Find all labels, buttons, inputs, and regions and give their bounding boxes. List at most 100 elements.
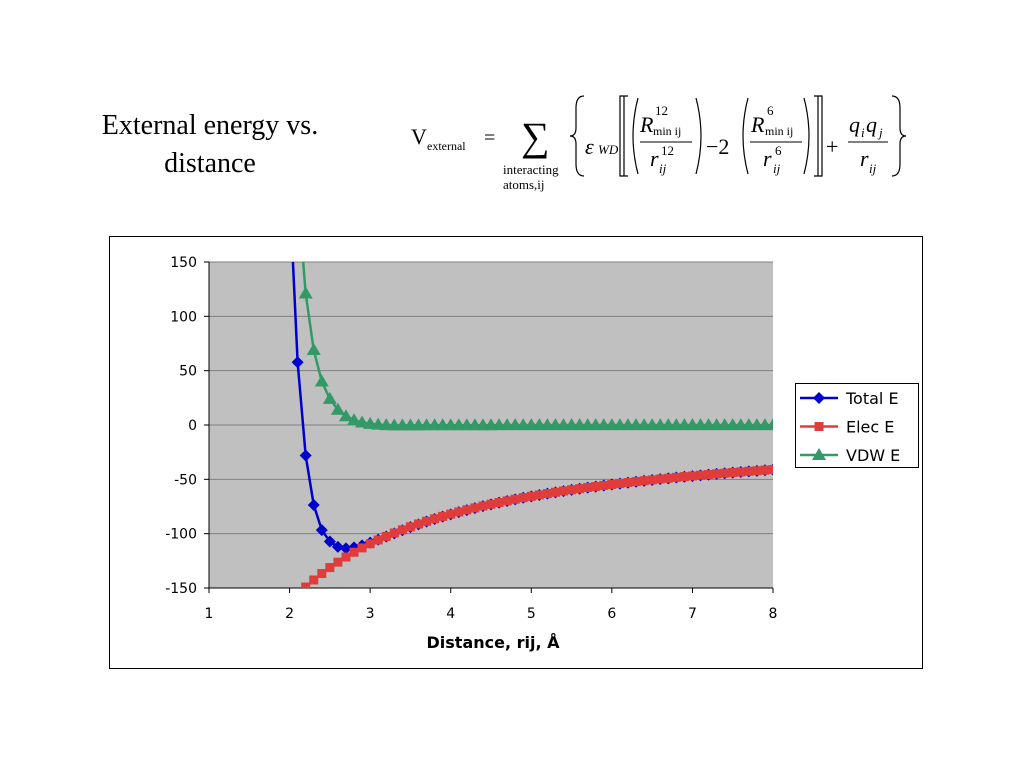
formula-text: min ij — [765, 124, 793, 138]
bracket — [814, 95, 823, 177]
marker — [744, 466, 754, 476]
marker — [299, 449, 312, 462]
marker — [422, 516, 432, 526]
marker — [381, 531, 391, 541]
marker — [559, 486, 569, 496]
marker — [322, 391, 337, 404]
marker — [349, 547, 359, 557]
formula-text: external — [427, 139, 466, 153]
y-tick-label: 150 — [170, 255, 197, 271]
paren — [695, 97, 702, 175]
formula-text: 6 — [775, 143, 782, 158]
marker — [760, 465, 770, 475]
x-axis-title: Distance, rij, Å — [427, 633, 561, 652]
marker — [355, 415, 370, 428]
marker — [655, 474, 665, 484]
marker — [486, 499, 496, 509]
marker — [478, 501, 488, 511]
formula-text: V — [411, 124, 427, 149]
marker — [314, 374, 329, 387]
formula-text: R — [750, 112, 765, 137]
x-tick-label: 7 — [688, 606, 697, 622]
x-tick-label: 6 — [607, 606, 616, 622]
marker — [663, 473, 673, 483]
marker — [284, 184, 296, 196]
marker — [413, 519, 423, 529]
marker — [331, 540, 344, 553]
marker — [607, 479, 617, 489]
marker — [720, 468, 730, 478]
formula-text: 12 — [655, 103, 668, 118]
marker — [446, 509, 456, 519]
marker — [591, 482, 601, 492]
legend-label: Elec E — [846, 418, 894, 437]
formula-text: interacting — [503, 162, 559, 177]
paren — [742, 97, 749, 175]
formula-text: R — [639, 112, 654, 137]
marker — [575, 484, 585, 494]
marker — [291, 185, 305, 197]
y-tick-label: 50 — [179, 364, 197, 380]
marker — [704, 470, 714, 480]
marker — [338, 409, 353, 422]
marker — [494, 497, 504, 507]
formula-text: 6 — [767, 103, 774, 118]
marker — [510, 494, 520, 504]
y-tick-label: -150 — [165, 581, 197, 597]
y-tick-label: 100 — [170, 309, 197, 325]
marker — [339, 542, 352, 555]
paren — [632, 97, 639, 175]
marker — [518, 493, 528, 503]
marker — [752, 466, 762, 476]
marker — [647, 475, 657, 485]
marker — [307, 498, 320, 511]
marker — [430, 514, 440, 524]
marker — [768, 465, 773, 475]
formula: V external = ∑ interacting atoms,ij ε WD… — [411, 95, 907, 192]
marker — [631, 477, 641, 487]
marker — [347, 413, 362, 426]
marker — [301, 582, 311, 588]
marker — [599, 480, 609, 490]
formula-text: −2 — [706, 134, 729, 159]
paren — [803, 97, 810, 175]
marker — [315, 524, 328, 537]
marker — [679, 472, 689, 482]
formula-text: = — [484, 127, 495, 149]
marker — [583, 482, 593, 492]
formula-text: WD — [598, 142, 619, 157]
brace — [891, 95, 907, 177]
marker — [671, 472, 681, 482]
marker — [373, 535, 383, 545]
x-tick-label: 1 — [205, 606, 214, 622]
marker — [317, 569, 327, 579]
marker — [291, 356, 304, 369]
marker — [306, 343, 321, 356]
formula-text: ij — [869, 161, 877, 176]
formula-text: q — [849, 112, 860, 137]
marker — [333, 557, 343, 567]
marker — [615, 478, 625, 488]
marker — [341, 552, 351, 562]
marker — [323, 535, 336, 548]
formula-text: r — [763, 146, 772, 171]
marker — [736, 467, 746, 477]
legend-label: Total E — [845, 389, 899, 408]
y-tick-label: 0 — [188, 418, 197, 434]
formula-text: ij — [773, 161, 781, 176]
marker — [728, 467, 738, 477]
brace — [569, 95, 585, 177]
x-tick-label: 3 — [366, 606, 375, 622]
marker — [438, 511, 448, 521]
marker — [502, 496, 512, 506]
marker — [397, 525, 407, 535]
formula-text: ∑ — [521, 114, 550, 159]
bracket — [619, 95, 628, 177]
formula-text: r — [860, 146, 869, 171]
marker — [623, 477, 633, 487]
marker — [470, 503, 480, 513]
marker — [814, 422, 824, 431]
marker — [639, 476, 649, 486]
plot-series — [284, 184, 773, 588]
